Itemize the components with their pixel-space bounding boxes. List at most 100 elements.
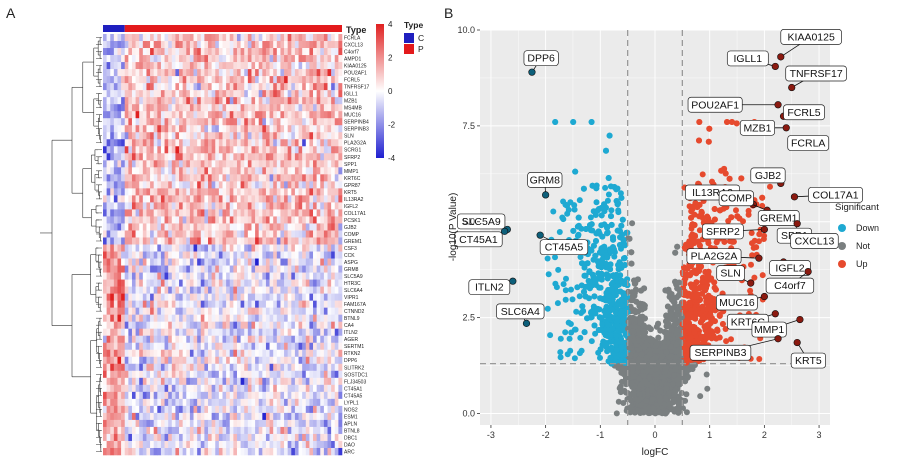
heatmap-cell: [287, 244, 292, 252]
heatmap-cell: [247, 55, 252, 63]
row-label: ARC: [344, 449, 355, 455]
heatmap-cell: [302, 153, 307, 161]
heatmap-cell: [338, 307, 343, 315]
heatmap-cell: [182, 174, 187, 182]
heatmap-cell: [222, 335, 227, 344]
heatmap-cell: [153, 440, 158, 449]
heatmap-cell: [146, 440, 151, 449]
heatmap-cell: [320, 433, 325, 442]
heatmap-cell: [179, 34, 183, 42]
heatmap-cell: [251, 363, 256, 372]
heatmap-cell: [320, 188, 325, 196]
heatmap-cell: [113, 293, 118, 301]
heatmap-cell: [146, 90, 151, 98]
heatmap-cell: [124, 363, 129, 372]
heatmap-cell: [313, 216, 317, 224]
heatmap-cell: [316, 167, 321, 175]
heatmap-cell: [171, 405, 176, 414]
heatmap-cell: [113, 48, 118, 56]
heatmap-cell: [298, 209, 303, 217]
heatmap-cell: [150, 293, 154, 301]
heatmap-cell: [117, 300, 122, 308]
row-label: COMP: [344, 232, 360, 238]
heatmap-cell: [273, 167, 278, 175]
heatmap-cell: [320, 167, 325, 175]
type-legend: Type CP: [404, 20, 424, 54]
heatmap-cell: [309, 447, 314, 456]
heatmap-cell: [200, 153, 205, 161]
heatmap-cell: [186, 48, 191, 56]
heatmap-cell: [131, 433, 136, 442]
heatmap-cell: [113, 237, 118, 245]
heatmap-cell: [265, 118, 270, 126]
heatmap-cell: [121, 433, 126, 442]
heatmap-cell: [200, 188, 205, 196]
heatmap-cell: [287, 97, 292, 105]
heatmap-cell: [222, 300, 227, 308]
heatmap-cell: [106, 447, 111, 456]
heatmap-cell: [110, 104, 115, 112]
heatmap-cell: [146, 181, 151, 189]
heatmap-cell: [110, 202, 115, 210]
heatmap-cell: [215, 286, 220, 294]
heatmap-cell: [265, 195, 270, 203]
heatmap-cell: [291, 90, 296, 98]
heatmap-cell: [186, 55, 191, 63]
heatmap-cell: [255, 377, 260, 386]
heatmap-cell: [313, 153, 317, 161]
heatmap-cell: [229, 426, 234, 435]
heatmap-cell: [128, 174, 133, 182]
heatmap-cell: [215, 237, 220, 245]
heatmap-cell: [240, 118, 245, 126]
heatmap-cell: [150, 118, 154, 126]
heatmap-cell: [171, 139, 176, 147]
heatmap-cell: [265, 90, 270, 98]
heatmap-cell: [200, 216, 205, 224]
heatmap-cell: [302, 125, 307, 133]
heatmap-cell: [280, 321, 285, 329]
heatmap-cell: [106, 440, 111, 449]
heatmap-cell: [211, 76, 216, 84]
heatmap-cell: [294, 321, 299, 329]
heatmap-cell: [211, 167, 216, 175]
heatmap-cell: [103, 251, 107, 259]
heatmap-cell: [160, 335, 165, 344]
heatmap-cell: [305, 391, 310, 400]
heatmap-cell: [193, 69, 198, 77]
heatmap-cell: [309, 377, 314, 386]
heatmap-cell: [302, 272, 307, 280]
heatmap-cell: [298, 216, 303, 224]
heatmap-cell: [211, 293, 216, 301]
heatmap-cell: [103, 426, 107, 435]
heatmap-cell: [208, 48, 212, 56]
heatmap-cell: [146, 286, 151, 294]
heatmap-cell: [294, 258, 299, 266]
heatmap-cell: [142, 34, 147, 42]
heatmap-cell: [247, 349, 252, 358]
heatmap-cell: [168, 160, 173, 168]
heatmap-cell: [179, 286, 183, 294]
heatmap-cell: [244, 363, 249, 372]
heatmap-cell: [247, 272, 252, 280]
heatmap-cell: [258, 293, 263, 301]
heatmap-cell: [131, 349, 136, 358]
heatmap-cell: [200, 132, 205, 140]
heatmap-cell: [313, 118, 317, 126]
heatmap-cell: [193, 209, 198, 217]
heatmap-cell: [334, 293, 339, 301]
heatmap-cell: [269, 370, 274, 379]
heatmap-cell: [294, 167, 299, 175]
heatmap-cell: [302, 447, 307, 456]
heatmap-cell: [215, 202, 220, 210]
heatmap-cell: [131, 335, 136, 344]
heatmap-cell: [197, 272, 202, 280]
heatmap-cell: [153, 244, 158, 252]
heatmap-cell: [323, 244, 328, 252]
heatmap-cell: [236, 412, 241, 421]
heatmap-cell: [284, 48, 288, 56]
heatmap-cell: [226, 216, 231, 224]
heatmap-cell: [331, 34, 336, 42]
heatmap-cell: [164, 83, 169, 91]
heatmap-cell: [334, 118, 339, 126]
heatmap-cell: [189, 440, 194, 449]
